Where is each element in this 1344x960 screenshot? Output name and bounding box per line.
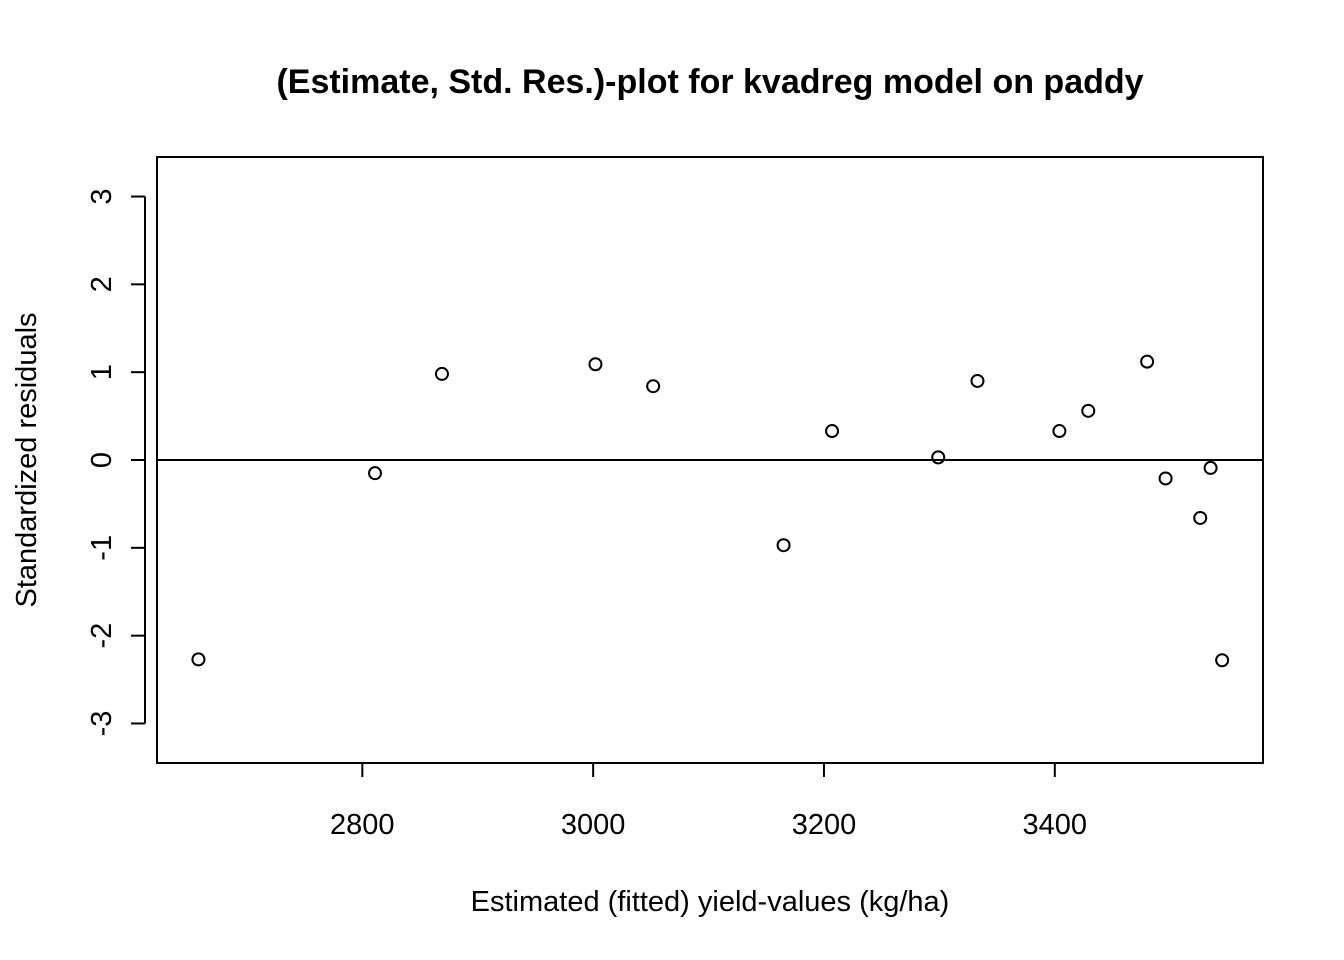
x-tick-label: 3200 <box>792 809 857 841</box>
chart-title: (Estimate, Std. Res.)-plot for kvadreg m… <box>276 63 1143 101</box>
data-point <box>970 373 985 388</box>
data-point <box>191 652 206 667</box>
data-point <box>1081 403 1096 418</box>
data-point <box>368 466 383 481</box>
data-point <box>1052 424 1067 439</box>
y-tick-label: 0 <box>86 452 118 468</box>
data-point <box>1193 510 1208 525</box>
data-point <box>1215 653 1230 668</box>
x-axis: 2800 3000 3200 3400 <box>330 762 1088 841</box>
x-tick-label: 3000 <box>561 809 626 841</box>
data-point <box>434 366 449 381</box>
data-point <box>588 357 603 372</box>
y-tick-label: 2 <box>86 276 118 292</box>
y-tick-label: 3 <box>86 188 118 204</box>
data-point <box>1203 460 1218 475</box>
x-tick-label: 2800 <box>330 809 395 841</box>
data-point <box>825 424 840 439</box>
data-points <box>191 354 1230 668</box>
y-axis: -3 -2 -1 0 1 2 3 <box>86 188 146 737</box>
y-tick-label: -1 <box>86 535 118 561</box>
y-tick-label: -2 <box>86 623 118 649</box>
data-point <box>776 538 791 553</box>
x-tick-label: 3400 <box>1023 809 1088 841</box>
data-point <box>931 450 946 465</box>
y-axis-label: Standardized residuals <box>11 312 43 607</box>
y-tick-label: 1 <box>86 364 118 380</box>
data-point <box>1140 354 1155 369</box>
data-point <box>1158 471 1173 486</box>
x-axis-label: Estimated (fitted) yield-values (kg/ha) <box>471 886 950 918</box>
y-tick-label: -3 <box>86 711 118 737</box>
data-point <box>646 379 661 394</box>
